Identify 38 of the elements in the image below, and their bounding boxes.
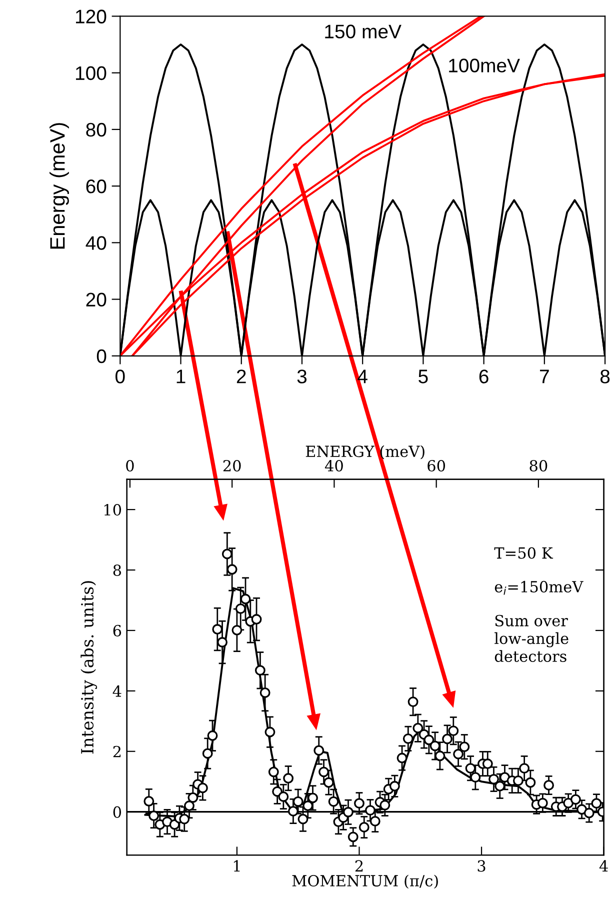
annotation: e$_{i}$=150meV bbox=[494, 580, 584, 595]
y-tick-label: 20 bbox=[86, 292, 106, 307]
x2-tick-label: 0 bbox=[126, 460, 134, 472]
x-tick-label: 7 bbox=[540, 370, 549, 384]
y-axis-title: Energy (meV) bbox=[50, 123, 69, 249]
y-tick-label: 0 bbox=[113, 806, 122, 818]
y-tick-label: 4 bbox=[112, 685, 122, 697]
y-tick-label: 0 bbox=[96, 349, 106, 364]
x2-tick-label: 60 bbox=[428, 460, 446, 472]
annotation: 150 meV bbox=[325, 24, 402, 38]
annotation: 100meV bbox=[449, 58, 520, 72]
y-tick-label: 80 bbox=[86, 122, 106, 137]
x-tick-label: 6 bbox=[479, 370, 488, 384]
y-tick-label: 8 bbox=[113, 564, 121, 576]
y-tick-label: 6 bbox=[113, 624, 122, 636]
x2-tick-label: 80 bbox=[530, 460, 548, 472]
y-tick-label: 100 bbox=[76, 66, 106, 80]
x-tick-label: 5 bbox=[418, 370, 428, 384]
y-tick-label: 40 bbox=[86, 236, 106, 250]
x2-tick-label: 20 bbox=[223, 460, 241, 472]
x-tick-label: 3 bbox=[478, 860, 486, 872]
x2-tick-label: 40 bbox=[324, 460, 343, 472]
y-tick-label: 2 bbox=[113, 746, 121, 758]
y-axis-title: Intensity (abs. units) bbox=[80, 581, 98, 754]
annotation: Sum over low-angle detectors bbox=[494, 614, 568, 662]
y-tick-label: 60 bbox=[86, 180, 106, 194]
x-tick-label: 1 bbox=[176, 370, 186, 384]
annotation: T=50 K bbox=[494, 547, 554, 559]
x-tick-label: 2 bbox=[236, 370, 246, 384]
x-axis-title: MOMENTUM (π/c) bbox=[292, 874, 438, 889]
y-tick-label: 10 bbox=[104, 504, 122, 516]
x-tick-label: 8 bbox=[600, 370, 610, 384]
x-tick-label: 4 bbox=[599, 860, 608, 872]
x-tick-label: 1 bbox=[234, 860, 240, 872]
y-tick-label: 120 bbox=[76, 10, 106, 24]
x-tick-label: 3 bbox=[297, 370, 307, 384]
x-tick-label: 2 bbox=[355, 860, 363, 872]
x2-axis-title: ENERGY (meV) bbox=[306, 445, 424, 460]
